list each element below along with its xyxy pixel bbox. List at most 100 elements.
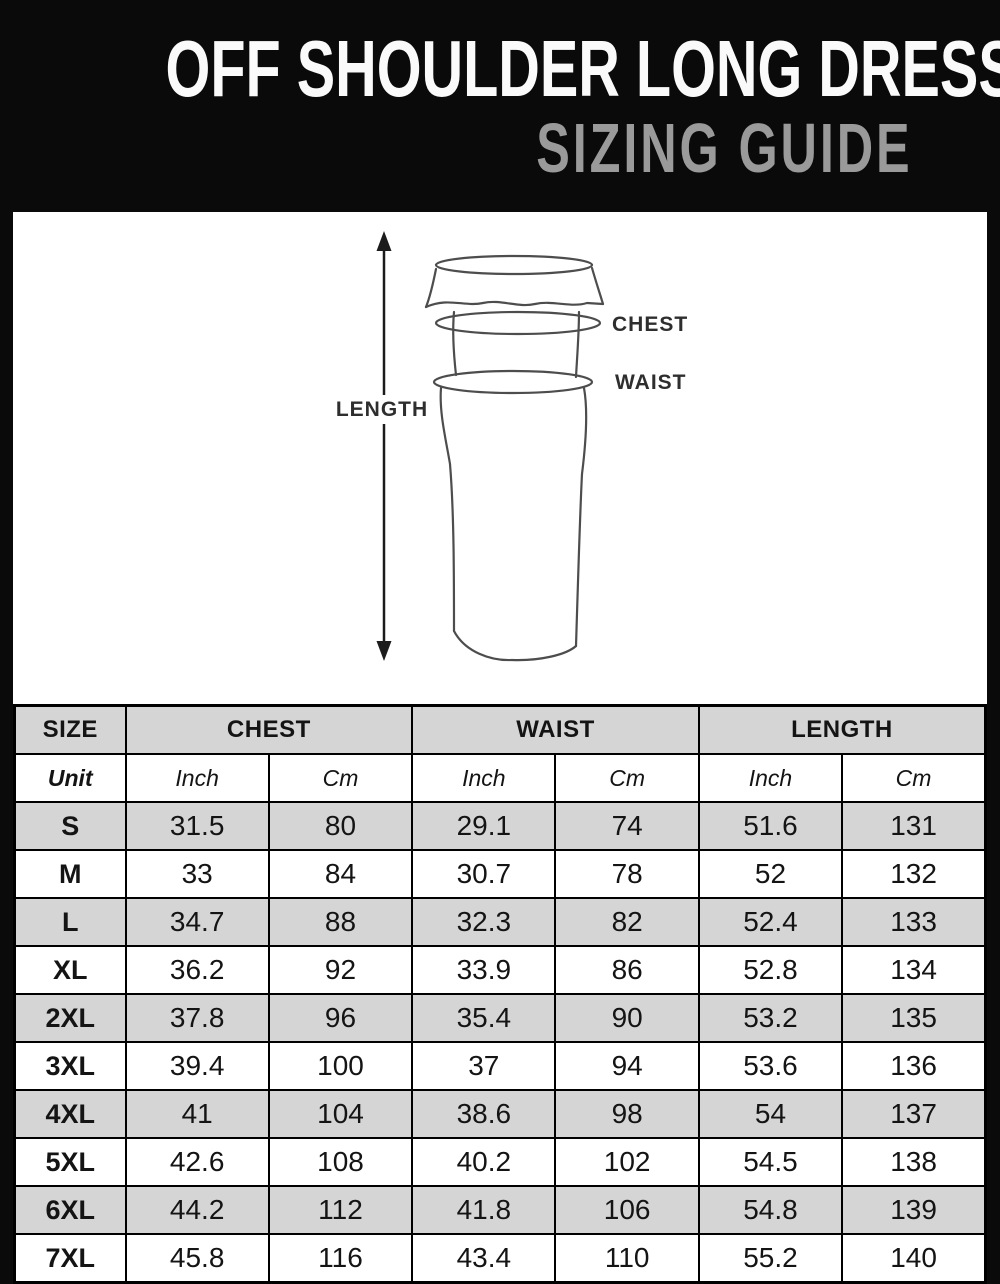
skirt-right-edge bbox=[574, 386, 588, 648]
value-cell: 94 bbox=[554, 1041, 700, 1091]
value-cell: 32.3 bbox=[411, 897, 557, 947]
value-cell: 139 bbox=[841, 1185, 987, 1235]
value-cell: 53.2 bbox=[697, 993, 844, 1043]
dress-outline bbox=[424, 254, 605, 662]
ruffle-left-edge bbox=[424, 267, 438, 309]
content-panel: LENGTH CHEST WAIST SIZE CHEST WAIST LENG… bbox=[13, 212, 987, 1284]
length-label: LENGTH bbox=[336, 398, 428, 421]
chest-measure-ellipse bbox=[434, 310, 602, 336]
size-cell: L bbox=[13, 897, 127, 947]
value-cell: 132 bbox=[841, 849, 987, 899]
unit-cell: Cm bbox=[841, 753, 987, 803]
value-cell: 140 bbox=[841, 1233, 987, 1284]
col-header-size: SIZE bbox=[13, 704, 127, 755]
unit-cell: Cm bbox=[267, 753, 414, 803]
table-row-4xl: 4XL 41 104 38.6 98 54 137 bbox=[13, 1089, 987, 1139]
value-cell: 42.6 bbox=[124, 1137, 270, 1187]
value-cell: 138 bbox=[841, 1137, 987, 1187]
value-cell: 39.4 bbox=[124, 1041, 270, 1091]
table-row-6xl: 6XL 44.2 112 41.8 106 54.8 139 bbox=[13, 1185, 987, 1235]
length-arrow bbox=[376, 231, 392, 661]
skirt-left-edge bbox=[439, 386, 456, 633]
size-cell: 2XL bbox=[13, 993, 127, 1043]
value-cell: 55.2 bbox=[697, 1233, 844, 1284]
value-cell: 30.7 bbox=[411, 849, 557, 899]
ruffle-right-edge bbox=[590, 266, 605, 306]
size-cell: 7XL bbox=[13, 1233, 127, 1284]
value-cell: 33 bbox=[124, 849, 270, 899]
unit-cell: Inch bbox=[124, 753, 270, 803]
skirt-hem bbox=[452, 629, 578, 662]
col-header-waist: WAIST bbox=[411, 704, 700, 755]
unit-cell: Inch bbox=[411, 753, 557, 803]
value-cell: 116 bbox=[267, 1233, 414, 1284]
value-cell: 98 bbox=[554, 1089, 700, 1139]
value-cell: 112 bbox=[267, 1185, 414, 1235]
value-cell: 52.8 bbox=[697, 945, 844, 995]
size-cell: S bbox=[13, 801, 127, 851]
table-row-l: L 34.7 88 32.3 82 52.4 133 bbox=[13, 897, 987, 947]
size-cell: 5XL bbox=[13, 1137, 127, 1187]
waist-label: WAIST bbox=[615, 371, 687, 394]
ruffle-hem-wavy bbox=[424, 300, 605, 309]
value-cell: 54 bbox=[697, 1089, 844, 1139]
value-cell: 78 bbox=[554, 849, 700, 899]
value-cell: 92 bbox=[267, 945, 414, 995]
col-header-length: LENGTH bbox=[697, 704, 987, 755]
value-cell: 106 bbox=[554, 1185, 700, 1235]
chest-label: CHEST bbox=[612, 313, 688, 336]
value-cell: 53.6 bbox=[697, 1041, 844, 1091]
value-cell: 54.5 bbox=[697, 1137, 844, 1187]
value-cell: 54.8 bbox=[697, 1185, 844, 1235]
table-row-m: M 33 84 30.7 78 52 132 bbox=[13, 849, 987, 899]
value-cell: 135 bbox=[841, 993, 987, 1043]
value-cell: 37 bbox=[411, 1041, 557, 1091]
value-cell: 40.2 bbox=[411, 1137, 557, 1187]
waist-measure-ellipse bbox=[432, 369, 594, 395]
value-cell: 51.6 bbox=[697, 801, 844, 851]
value-cell: 41 bbox=[124, 1089, 270, 1139]
value-cell: 33.9 bbox=[411, 945, 557, 995]
value-cell: 134 bbox=[841, 945, 987, 995]
table-row-3xl: 3XL 39.4 100 37 94 53.6 136 bbox=[13, 1041, 987, 1091]
unit-cell: Inch bbox=[697, 753, 844, 803]
value-cell: 38.6 bbox=[411, 1089, 557, 1139]
value-cell: 80 bbox=[267, 801, 414, 851]
size-cell: 3XL bbox=[13, 1041, 127, 1091]
page-subtitle: SIZING GUIDE bbox=[535, 109, 912, 187]
size-cell: XL bbox=[13, 945, 127, 995]
value-cell: 52 bbox=[697, 849, 844, 899]
value-cell: 133 bbox=[841, 897, 987, 947]
value-cell: 137 bbox=[841, 1089, 987, 1139]
table-row-5xl: 5XL 42.6 108 40.2 102 54.5 138 bbox=[13, 1137, 987, 1187]
value-cell: 34.7 bbox=[124, 897, 270, 947]
value-cell: 96 bbox=[267, 993, 414, 1043]
col-header-chest: CHEST bbox=[124, 704, 414, 755]
value-cell: 35.4 bbox=[411, 993, 557, 1043]
value-cell: 82 bbox=[554, 897, 700, 947]
size-cell: 6XL bbox=[13, 1185, 127, 1235]
page-title-row: OFF SHOULDER LONG DRESS bbox=[0, 28, 1000, 110]
size-cell: M bbox=[13, 849, 127, 899]
dress-measurement-diagram: LENGTH CHEST WAIST bbox=[336, 231, 688, 662]
torso-left-edge bbox=[452, 310, 458, 377]
table-row-xl: XL 36.2 92 33.9 86 52.8 134 bbox=[13, 945, 987, 995]
value-cell: 37.8 bbox=[124, 993, 270, 1043]
value-cell: 52.4 bbox=[697, 897, 844, 947]
table-row-7xl: 7XL 45.8 116 43.4 110 55.2 140 bbox=[13, 1233, 987, 1284]
table-row-2xl: 2XL 37.8 96 35.4 90 53.2 135 bbox=[13, 993, 987, 1043]
value-cell: 108 bbox=[267, 1137, 414, 1187]
value-cell: 31.5 bbox=[124, 801, 270, 851]
size-cell: 4XL bbox=[13, 1089, 127, 1139]
neckline-ellipse bbox=[434, 254, 594, 276]
torso-right-edge bbox=[574, 310, 581, 379]
table-header-row: SIZE CHEST WAIST LENGTH bbox=[13, 704, 987, 755]
value-cell: 88 bbox=[267, 897, 414, 947]
table-row-s: S 31.5 80 29.1 74 51.6 131 bbox=[13, 801, 987, 851]
sizing-table: SIZE CHEST WAIST LENGTH Unit Inch Cm Inc… bbox=[13, 704, 987, 1284]
value-cell: 74 bbox=[554, 801, 700, 851]
page-title: OFF SHOULDER LONG DRESS bbox=[165, 24, 1000, 113]
value-cell: 43.4 bbox=[411, 1233, 557, 1284]
unit-cell: Cm bbox=[554, 753, 700, 803]
